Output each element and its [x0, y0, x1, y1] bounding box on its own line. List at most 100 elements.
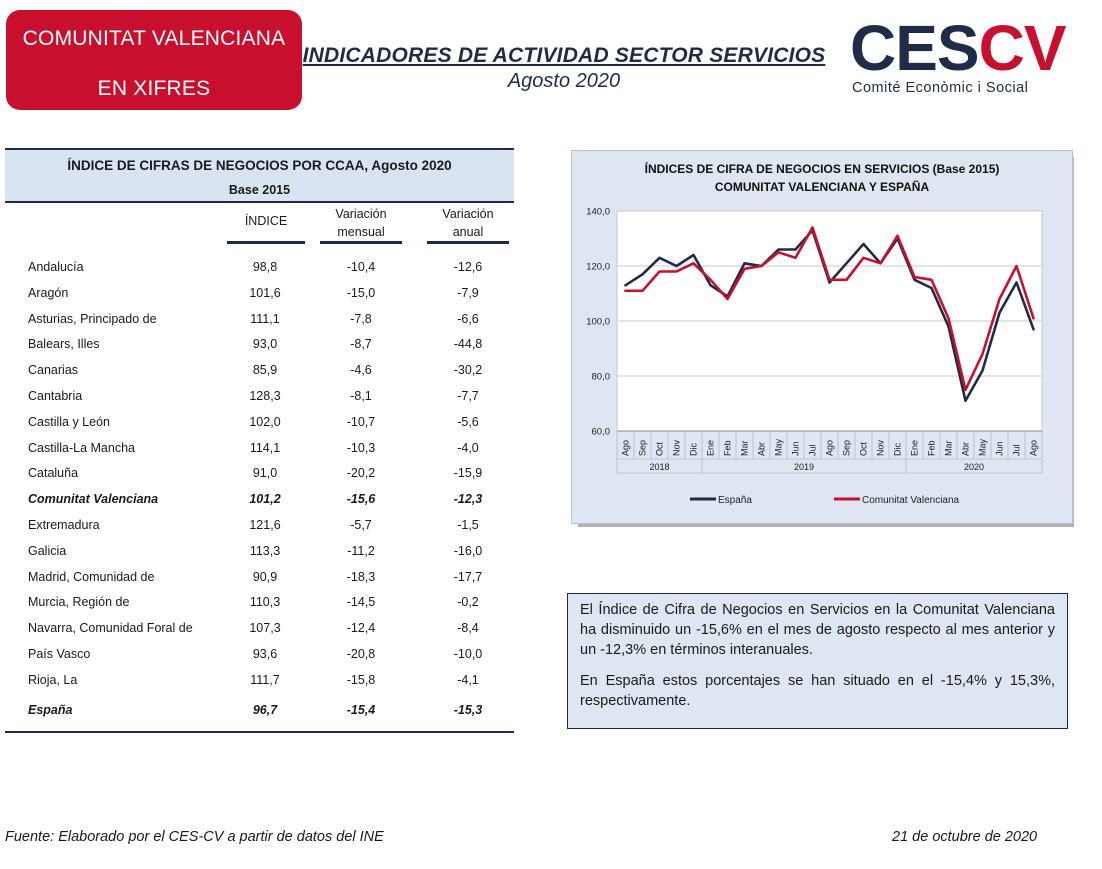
- ccaa-table: ÍNDICE DE CIFRAS DE NEGOCIOS POR CCAA, A…: [5, 148, 514, 734]
- x-tick-label: Mar: [740, 440, 750, 456]
- x-tick-label: May: [774, 438, 784, 456]
- cell-name: Extremadura: [28, 518, 100, 532]
- cell-indice: 114,1: [249, 440, 281, 455]
- cell-indice: 111,1: [250, 311, 280, 326]
- col-rule-mensual: [320, 241, 402, 244]
- table-title: ÍNDICE DE CIFRAS DE NEGOCIOS POR CCAA, A…: [67, 158, 452, 173]
- region-badge: COMUNITAT VALENCIANA EN XIFRES: [6, 10, 302, 110]
- cell-anual: -4,1: [457, 672, 479, 687]
- y-tick-label: 80,0: [592, 372, 611, 383]
- x-tick-label: Dic: [893, 443, 903, 456]
- cell-name: Cantabria: [28, 389, 83, 403]
- table-row: Aragón 101,6 -15,0 -7,9: [5, 286, 514, 308]
- cescv-logo: CESCV Comité Econòmic i Social: [850, 16, 1066, 102]
- x-tick-label: Sep: [842, 440, 852, 456]
- table-row: Cantabria 128,3 -8,1 -7,7: [5, 389, 514, 411]
- table-row: Balears, Illes 93,0 -8,7 -44,8: [5, 337, 514, 359]
- cell-name: Aragón: [28, 285, 69, 300]
- table-row: Comunitat Valenciana 101,2 -15,6 -12,3: [5, 492, 514, 514]
- cell-name: Galicia: [28, 543, 67, 558]
- col-header-anual-2: anual: [452, 225, 484, 239]
- cell-name: Murcia, Región de: [28, 595, 130, 610]
- cell-anual: -12,3: [453, 492, 483, 507]
- x-tick-label: Ene: [706, 440, 716, 456]
- cell-name: Madrid, Comunidad de: [28, 569, 155, 584]
- cell-indice: 102,0: [249, 414, 281, 429]
- cell-mensual: -5,7: [350, 518, 372, 532]
- x-tick-label: Abr: [757, 442, 767, 456]
- table-row: Rioja, La 111,7 -15,8 -4,1: [5, 673, 514, 695]
- cell-anual: -7,9: [457, 285, 479, 300]
- cell-mensual: -15,4: [346, 702, 376, 717]
- cell-indice: 93,6: [252, 647, 278, 661]
- col-rule-anual: [427, 241, 509, 244]
- x-tick-label: Feb: [723, 440, 733, 456]
- cell-mensual: -11,2: [347, 543, 375, 558]
- cell-mensual: -20,2: [346, 466, 376, 481]
- page-subtitle: Agosto 2020: [507, 70, 621, 92]
- cell-anual: -15,3: [453, 702, 483, 717]
- cell-mensual: -10,7: [346, 414, 376, 429]
- table-row: Castilla-La Mancha 114,1 -10,3 -4,0: [5, 441, 514, 463]
- y-tick-label: 60,0: [592, 427, 611, 438]
- cell-mensual: -15,6: [346, 492, 376, 507]
- x-tick-label: Nov: [876, 439, 886, 456]
- x-tick-label: Jun: [995, 441, 1005, 456]
- x-tick-label: Oct: [859, 441, 869, 456]
- cell-name: Castilla y León: [28, 414, 110, 429]
- cell-anual: -16,0: [453, 543, 483, 558]
- y-tick-label: 100,0: [586, 317, 610, 328]
- x-tick-label: Jul: [808, 444, 818, 456]
- cell-anual: -1,5: [457, 518, 479, 532]
- cell-indice: 111,7: [250, 672, 280, 687]
- cell-name: Canarias: [28, 363, 79, 378]
- table-row: Murcia, Región de 110,3 -14,5 -0,2: [5, 595, 514, 617]
- x-tick-label: Nov: [672, 439, 682, 456]
- publication-date: 21 de octubre de 2020: [892, 829, 1038, 845]
- table-bottom-rule: [5, 731, 514, 733]
- cell-anual: -8,4: [457, 621, 479, 636]
- source-note: Fuente: Elaborado por el CES-CV a partir…: [5, 829, 384, 845]
- cell-indice: 113,3: [249, 543, 281, 558]
- cell-mensual: -10,4: [346, 260, 376, 274]
- cell-indice: 96,7: [252, 702, 278, 717]
- logo-ces: CES: [850, 12, 980, 84]
- table-base: Base 2015: [228, 183, 291, 197]
- cell-anual: -5,6: [457, 414, 479, 429]
- cell-indice: 121,6: [249, 518, 281, 532]
- col-header-mensual: Variación mensual: [320, 205, 402, 241]
- col-header-anual-1: Variación: [442, 207, 494, 221]
- col-rule-indice: [227, 241, 305, 244]
- x-tick-label: Feb: [927, 440, 937, 456]
- cell-mensual: -15,8: [346, 672, 376, 687]
- cell-anual: -30,2: [453, 363, 483, 378]
- cell-mensual: -10,3: [346, 440, 376, 455]
- cell-mensual: -20,8: [346, 647, 376, 661]
- cell-anual: -15,9: [453, 466, 483, 481]
- cell-indice: 101,6: [249, 285, 281, 300]
- y-tick-label: 140,0: [586, 207, 610, 218]
- cell-indice: 128,3: [249, 389, 281, 403]
- logo-subtitle: Comité Econòmic i Social: [852, 80, 1029, 96]
- cell-indice: 85,9: [252, 363, 278, 378]
- summary-note: El Índice de Cifra de Negocios en Servic…: [567, 593, 1068, 729]
- cell-anual: -10,0: [453, 647, 483, 661]
- cell-name: Castilla-La Mancha: [28, 440, 135, 455]
- series-line-espana: [624, 229, 1035, 403]
- cell-mensual: -4,6: [350, 363, 372, 378]
- cell-mensual: -7,8: [350, 311, 372, 326]
- year-label: 2019: [794, 462, 814, 472]
- cell-name: Comunitat Valenciana: [28, 492, 159, 507]
- x-tick-label: Ago: [621, 440, 631, 456]
- col-header-mensual-2: mensual: [337, 225, 385, 239]
- cell-anual: -17,7: [453, 569, 483, 584]
- cell-anual: -0,2: [457, 595, 479, 610]
- line-chart: 60,0 80,0 100,0 120,0 140,0 Ago Sep Oct Nov Dic En…: [586, 207, 1043, 506]
- badge-line1: COMUNITAT VALENCIANA: [22, 27, 286, 50]
- cell-indice: 98,8: [252, 260, 278, 274]
- table-row: Andalucía 98,8 -10,4 -12,6: [5, 260, 514, 282]
- cell-mensual: -18,3: [346, 569, 376, 584]
- x-tick-label: Ago: [825, 440, 835, 456]
- table-row: Madrid, Comunidad de 90,9 -18,3 -17,7: [5, 570, 514, 592]
- cell-indice: 93,0: [252, 337, 278, 352]
